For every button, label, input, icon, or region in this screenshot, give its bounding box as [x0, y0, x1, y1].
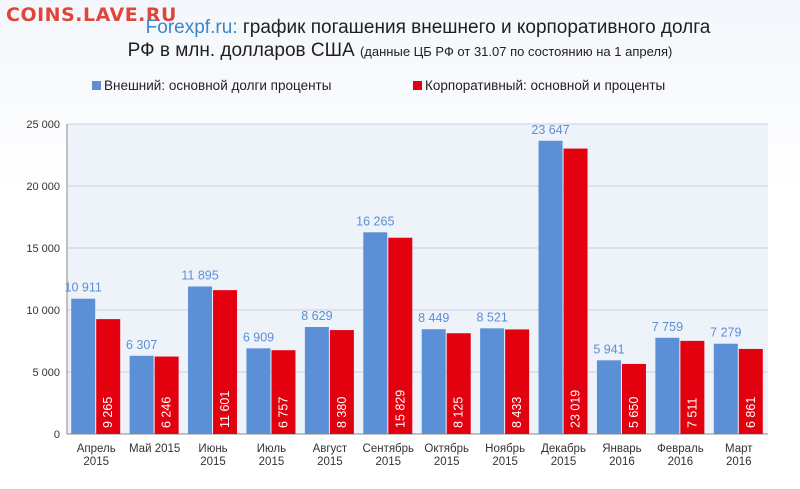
bar-external: [246, 348, 271, 434]
chart-title-line2: РФ в млн. долларов США (данные ЦБ РФ от …: [0, 39, 800, 64]
chart-title-line1: Forexpf.ru: график погашения внешнего и …: [48, 16, 800, 40]
y-tick-label: 25 000: [26, 119, 60, 131]
data-label-corporate: 6 246: [160, 397, 174, 428]
data-label-external: 6 909: [243, 330, 274, 344]
bar-external: [363, 232, 388, 434]
watermark: COINS.LAVE.RU: [6, 4, 177, 26]
x-tick-label: Июль: [257, 443, 286, 455]
y-tick-label: 5 000: [32, 367, 60, 379]
bar-external: [655, 337, 680, 434]
data-label-corporate: 7 511: [685, 398, 699, 428]
x-tick-label: Август: [313, 443, 348, 455]
data-label-corporate: 5 650: [627, 397, 641, 428]
bar-corporate: [154, 356, 179, 434]
x-tick-label: 2015: [551, 456, 577, 468]
data-label-external: 6 307: [126, 338, 157, 352]
data-label-external: 7 759: [652, 320, 683, 334]
bar-external: [304, 327, 329, 434]
data-label-external: 8 629: [301, 309, 332, 323]
bar-corporate: [505, 329, 530, 434]
x-tick-label: 2015: [492, 456, 518, 468]
x-tick-label: 2015: [317, 456, 343, 468]
data-label-external: 5 941: [593, 342, 624, 356]
bar-corporate: [446, 333, 471, 434]
legend-swatch-external: [92, 81, 101, 90]
data-label-corporate: 15 829: [393, 390, 407, 428]
legend-label-corporate: Корпоративный: основной и проценты: [425, 78, 665, 93]
x-tick-label: Февраль: [657, 443, 704, 455]
data-label-external: 10 911: [65, 281, 102, 295]
bar-corporate: [680, 340, 705, 434]
bar-corporate: [329, 330, 354, 434]
x-tick-label: Октябрь: [424, 443, 469, 455]
x-tick-label: Апрель: [77, 443, 116, 455]
y-tick-label: 15 000: [26, 243, 60, 255]
y-tick-label: 0: [54, 429, 60, 441]
data-label-corporate: 6 861: [744, 397, 758, 428]
bar-corporate: [621, 363, 646, 434]
x-tick-label: 2016: [609, 456, 635, 468]
data-label-external: 11 895: [181, 269, 218, 283]
bar-corporate: [563, 148, 588, 435]
x-tick-label: 2015: [259, 456, 285, 468]
y-tick-label: 20 000: [26, 181, 60, 193]
bar-corporate: [213, 290, 238, 434]
bar-external: [480, 328, 505, 434]
x-tick-label: Январь: [602, 443, 641, 455]
bar-corporate: [96, 319, 121, 434]
data-label-corporate: 23 019: [569, 390, 583, 428]
chart-title-units: РФ в млн. долларов США: [127, 40, 355, 61]
x-tick-label: Сентябрь: [363, 443, 415, 455]
x-tick-label: 2016: [668, 456, 694, 468]
bar-external: [188, 286, 213, 434]
data-label-corporate: 8 380: [335, 397, 349, 428]
y-tick-label: 10 000: [26, 305, 60, 317]
data-label-external: 16 265: [356, 214, 394, 228]
plot-area: [67, 124, 768, 434]
x-tick-label: Декабрь: [541, 443, 586, 455]
x-tick-label: 2016: [726, 456, 752, 468]
x-tick-label: 2015: [200, 456, 226, 468]
data-label-external: 23 647: [531, 123, 569, 137]
chart-title-text: график погашения внешнего и корпоративно…: [242, 17, 711, 38]
bar-corporate: [388, 237, 413, 434]
x-tick-label: Май 2015: [129, 443, 180, 455]
data-label-external: 8 521: [476, 310, 507, 324]
data-label-corporate: 6 757: [276, 397, 290, 428]
bar-external: [421, 329, 446, 434]
bar-corporate: [271, 350, 296, 434]
x-tick-label: Март: [725, 443, 753, 455]
x-tick-label: Ноябрь: [485, 443, 525, 455]
bar-external: [71, 298, 96, 434]
data-label-external: 8 449: [418, 311, 449, 325]
data-label-external: 7 279: [710, 326, 741, 340]
x-tick-label: 2015: [434, 456, 460, 468]
x-tick-label: Июнь: [198, 443, 227, 455]
chart-title-note: (данные ЦБ РФ от 31.07 по состоянию на 1…: [359, 44, 673, 59]
data-label-corporate: 11 601: [218, 391, 232, 428]
data-label-corporate: 9 265: [101, 397, 115, 428]
bar-corporate: [738, 348, 763, 434]
x-tick-label: 2015: [83, 456, 109, 468]
bar-external: [713, 343, 738, 434]
legend-swatch-corporate: [413, 81, 422, 90]
data-label-corporate: 8 125: [452, 397, 466, 428]
x-tick-label: 2015: [375, 456, 401, 468]
bar-external: [596, 360, 621, 434]
data-label-corporate: 8 433: [510, 397, 524, 428]
bar-external: [129, 355, 154, 434]
chart-title-source: Forexpf.ru:: [145, 17, 238, 38]
legend-label-external: Внешний: основной долги проценты: [104, 78, 331, 93]
bar-external: [538, 140, 563, 434]
